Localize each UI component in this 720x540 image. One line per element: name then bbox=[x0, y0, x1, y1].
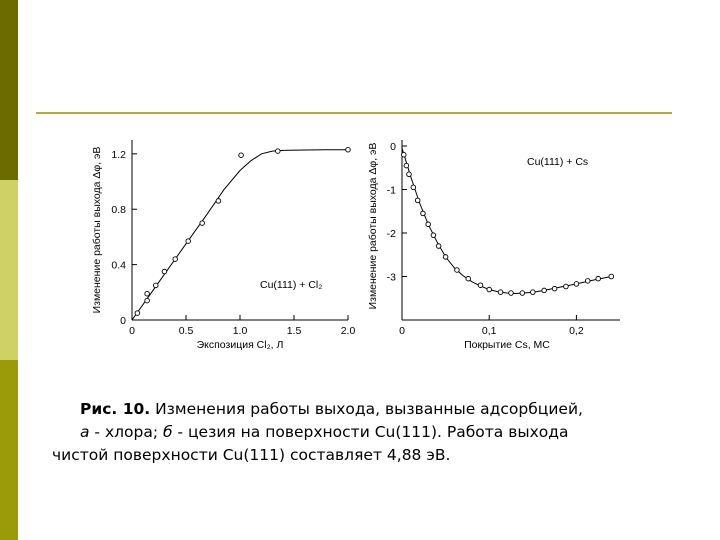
header-divider-line bbox=[36, 112, 672, 114]
chartb-data-point bbox=[430, 232, 437, 238]
caption-line-2-mid: - хлора; bbox=[89, 423, 163, 441]
chart-a-ticks: 0 0.5 1.0 1.5 2.0 0 0.4 0.8 1.2 bbox=[111, 149, 355, 337]
chartb-data-point bbox=[573, 281, 580, 287]
chart-b-y-label: Изменение работы выхода Δφ, эВ bbox=[367, 143, 379, 310]
charta-data-point bbox=[199, 220, 205, 226]
charta-data-point bbox=[215, 198, 222, 204]
charta-y-tick-label: 1.2 bbox=[111, 149, 126, 161]
chartb-data-point bbox=[486, 286, 492, 293]
chart-b-annotation: Cu(111) + Cs bbox=[527, 156, 588, 168]
sidebar-segment-middle bbox=[0, 180, 18, 360]
chart-a-y-label: Изменение работы выхода Δφ, эВ bbox=[91, 147, 103, 314]
chartb-data-point bbox=[454, 267, 460, 273]
chartb-data-point bbox=[442, 254, 449, 260]
charta-data-point bbox=[172, 256, 178, 262]
chartb-data-point bbox=[508, 290, 514, 296]
chartb-data-point bbox=[551, 285, 558, 292]
caption-figure-label: Рис. 10. bbox=[80, 400, 151, 418]
chartb-x-tick-label: 0,2 bbox=[569, 325, 584, 337]
caption-line-1-text: Изменения работы выхода, вызванные адсор… bbox=[150, 400, 583, 418]
chartb-data-point bbox=[403, 162, 410, 169]
charta-data-point bbox=[275, 148, 281, 154]
chart-a-x-label: Экспозиция Cl₂, Л bbox=[197, 339, 284, 351]
chart-b-fit-curve bbox=[401, 148, 612, 295]
chart-a-fit-curve bbox=[131, 149, 348, 321]
chartb-y-tick-label: -3 bbox=[387, 272, 396, 284]
chart-b-ticks: 0 0,1 0,2 0 -1 -2 -3 bbox=[387, 141, 584, 337]
slide-sidebar bbox=[0, 0, 18, 540]
chartb-data-point bbox=[541, 287, 547, 294]
chart-a-data-points bbox=[134, 146, 351, 316]
charta-data-point bbox=[134, 310, 141, 316]
sidebar-segment-top bbox=[0, 0, 18, 180]
chartb-data-point bbox=[608, 273, 615, 280]
chartb-data-point bbox=[425, 221, 431, 228]
chartb-data-point bbox=[410, 184, 417, 191]
charta-data-point bbox=[153, 282, 159, 289]
chartb-y-tick-label: 0 bbox=[390, 141, 396, 153]
charta-data-point bbox=[144, 290, 150, 297]
chart-b-frame bbox=[401, 140, 620, 321]
charta-y-tick-label: 0.4 bbox=[111, 260, 126, 272]
chartb-data-point bbox=[563, 283, 569, 290]
chartb-data-point bbox=[595, 275, 601, 282]
caption-line-2-rest: - цезия на поверхности Cu(111). Работа в… bbox=[172, 423, 569, 441]
charta-y-tick-label: 0 bbox=[120, 315, 126, 327]
chartb-y-tick-label: -2 bbox=[387, 228, 396, 240]
charta-x-tick-label: 0.5 bbox=[179, 325, 194, 337]
caption-line-2: а - хлора; б - цезия на поверхности Cu(1… bbox=[56, 421, 676, 444]
charta-data-point bbox=[238, 152, 244, 158]
chart-b-x-label: Покрытие Cs, МС bbox=[464, 339, 550, 351]
chart-chlorine-adsorption: 0 0.5 1.0 1.5 2.0 0 0.4 0.8 1.2 Cu(111) + Cl₂ Эк… bbox=[91, 140, 355, 351]
chart-a-frame bbox=[131, 140, 348, 321]
chartb-data-point bbox=[477, 282, 484, 288]
chartb-data-point bbox=[420, 210, 426, 217]
chart-b-data-points bbox=[400, 151, 615, 296]
chartb-data-point bbox=[435, 243, 442, 249]
chartb-data-point bbox=[584, 278, 591, 284]
chartb-x-tick-label: 0 bbox=[399, 325, 405, 337]
caption-line-3: чистой поверхности Cu(111) составляет 4,… bbox=[52, 446, 451, 464]
chart-a-annotation: Cu(111) + Cl₂ bbox=[260, 279, 322, 291]
chart-cesium-adsorption: 0 0,1 0,2 0 -1 -2 -3 Cu(111) + Cs Покрытие Cs,… bbox=[367, 140, 620, 351]
chartb-data-point bbox=[519, 290, 526, 296]
chartb-data-point bbox=[497, 289, 504, 295]
caption-letter-a: а bbox=[80, 423, 90, 441]
charta-data-point bbox=[144, 297, 150, 304]
charta-x-tick-label: 1.5 bbox=[287, 325, 302, 337]
caption-letter-b: б bbox=[163, 423, 173, 441]
figure-caption: Рис. 10. Изменения работы выхода, вызван… bbox=[52, 398, 676, 467]
charta-data-point bbox=[185, 238, 191, 244]
charta-x-tick-label: 1.0 bbox=[233, 325, 248, 337]
chartb-y-tick-label: -1 bbox=[387, 185, 396, 197]
sidebar-segment-bottom bbox=[0, 360, 18, 540]
charta-x-tick-label: 0 bbox=[129, 325, 135, 337]
charta-data-point bbox=[345, 146, 351, 153]
chartb-x-tick-label: 0,1 bbox=[482, 325, 497, 337]
charta-y-tick-label: 0.8 bbox=[111, 204, 126, 216]
chartb-data-point bbox=[530, 289, 536, 295]
caption-line-1: Рис. 10. Изменения работы выхода, вызван… bbox=[56, 398, 676, 421]
charta-data-point bbox=[161, 268, 168, 275]
chartb-data-point bbox=[465, 275, 472, 282]
charta-x-tick-label: 2.0 bbox=[341, 325, 356, 337]
chartb-data-point bbox=[400, 151, 407, 158]
chartb-data-point bbox=[406, 171, 412, 178]
chartb-data-point bbox=[414, 197, 421, 204]
